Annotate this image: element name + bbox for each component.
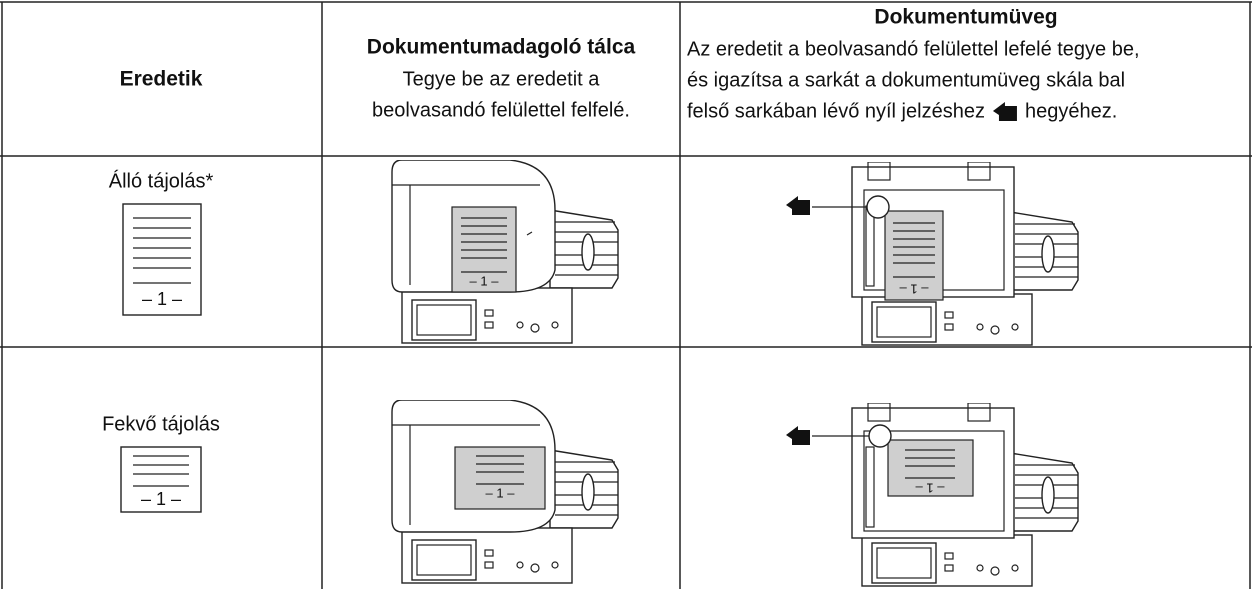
corner-highlight (868, 424, 892, 448)
paper: – 1 – (887, 439, 974, 497)
page-mark: – 1 – (915, 481, 945, 496)
column-header: Dokumentumüveg (874, 6, 1057, 29)
paper: – 1 – (451, 206, 517, 293)
page-mark: – 1 – (142, 289, 182, 309)
corner-icon (786, 426, 810, 445)
row-label: Fekvő tájolás (102, 413, 220, 435)
page-mark: – 1 – (486, 485, 516, 500)
column-header: Eredetik (120, 68, 203, 91)
header-note: és igazítsa a sarkát a dokumentumüveg sk… (687, 69, 1125, 91)
corner-icon (993, 102, 1017, 121)
portrait-icon: – 1 – (122, 203, 202, 316)
landscape-icon: – 1 – (120, 446, 202, 513)
corner-highlight (866, 195, 890, 219)
header-note: hegyéhez. (1025, 100, 1117, 122)
corner-icon (786, 196, 810, 215)
header-note: felső sarkában lévő nyíl jelzéshez (687, 100, 985, 122)
page-mark: – 1 – (899, 282, 929, 297)
column-header: Dokumentumadagoló tálca (367, 36, 636, 59)
page-mark: – 1 – (470, 273, 500, 288)
row-label: Álló tájolás* (109, 169, 214, 192)
page-mark: – 1 – (141, 489, 181, 509)
header-note: beolvasandó felülettel felfelé. (372, 99, 630, 121)
paper: – 1 – (884, 210, 944, 301)
paper: – 1 – (454, 446, 546, 510)
header-note: Tegye be az eredetit a (403, 68, 601, 90)
header-note: Az eredetit a beolvasandó felülettel lef… (687, 38, 1140, 60)
